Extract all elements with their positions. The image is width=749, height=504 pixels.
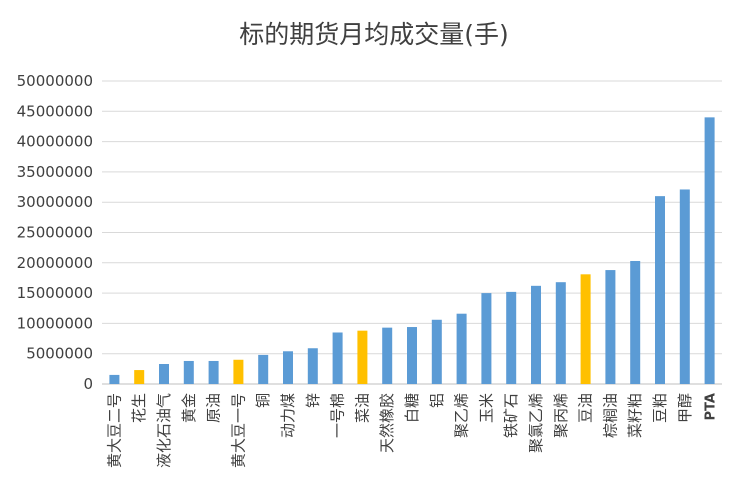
bar: [531, 285, 541, 384]
y-axis-ticks: 0 5000000 10000000 15000000 20000000 25000000…: [17, 72, 93, 393]
bar: [283, 351, 293, 384]
x-axis-ticks: 黄大豆二号 花生 液化石油气 黄金 原油 黄大豆一号铜动力煤锌一号棉 菜油 天然橡胶 白糖铝聚乙…: [105, 393, 718, 468]
x-tick-label: 黄大豆二号: [105, 393, 123, 468]
bar: [655, 196, 665, 384]
bar: [258, 354, 269, 384]
bar: [481, 293, 492, 384]
bar: [431, 319, 442, 384]
bar: [357, 330, 368, 384]
bar: [382, 327, 393, 384]
x-tick-label: 液化石油气: [155, 393, 173, 468]
x-tick-label: 聚氯乙烯: [527, 393, 545, 453]
x-tick-label: 铝: [428, 393, 446, 408]
bar: [183, 360, 194, 384]
x-tick-label: 玉米: [477, 393, 495, 423]
bar: [506, 291, 517, 384]
bar: [307, 348, 318, 384]
x-tick-label: 聚丙烯: [552, 393, 570, 438]
y-tick-label: 0: [83, 375, 93, 393]
y-tick-label: 25000000: [17, 224, 93, 242]
x-tick-label: PTA: [704, 393, 719, 420]
x-tick-label: 棕榈油: [601, 393, 619, 438]
bar: [704, 117, 715, 385]
x-tick-label: 天然橡胶: [378, 393, 396, 453]
x-tick-label: 铜: [254, 393, 272, 408]
x-tick-label: 一号棉: [329, 393, 347, 438]
x-tick-label: 豆油: [577, 393, 595, 423]
bar: [332, 332, 343, 384]
y-tick-label: 50000000: [17, 72, 93, 90]
y-tick-label: 30000000: [17, 193, 93, 211]
chart-title: 标的期货月均成交量(手): [239, 20, 509, 49]
x-tick-label: 原油: [205, 393, 223, 423]
bar: [630, 260, 641, 384]
y-tick-label: 40000000: [17, 133, 93, 151]
bar: [605, 270, 616, 384]
x-tick-label: 甲醇: [676, 393, 694, 423]
bar: [159, 364, 169, 384]
bar: [456, 313, 467, 384]
bar: [134, 370, 145, 384]
x-tick-label: 菜油: [353, 393, 371, 423]
bar: [679, 189, 690, 384]
y-tick-label: 5000000: [26, 345, 93, 363]
x-tick-label: 黄金: [180, 393, 198, 423]
y-tick-label: 35000000: [17, 163, 93, 181]
y-tick-label: 15000000: [17, 284, 93, 302]
x-tick-label: 聚乙烯: [453, 393, 471, 438]
x-tick-label: 锌: [304, 393, 322, 408]
bar: [580, 274, 591, 384]
bar: [407, 327, 417, 384]
gridlines: [102, 80, 722, 385]
x-tick-label: 动力煤: [279, 393, 297, 438]
x-tick-label: 花生: [130, 393, 148, 423]
x-tick-label: 菜籽粕: [626, 393, 644, 438]
x-tick-label: 铁矿石: [502, 393, 520, 438]
bars: [109, 117, 715, 385]
bar: [109, 374, 120, 384]
bar: [555, 282, 566, 384]
y-tick-label: 20000000: [17, 254, 93, 272]
x-tick-label: 黄大豆一号: [229, 393, 247, 468]
y-tick-label: 10000000: [17, 314, 93, 332]
bar: [233, 359, 244, 384]
y-tick-label: 45000000: [17, 102, 93, 120]
x-tick-label: 白糖: [403, 393, 421, 423]
x-tick-label: 豆粕: [651, 393, 669, 423]
bar: [208, 360, 219, 384]
